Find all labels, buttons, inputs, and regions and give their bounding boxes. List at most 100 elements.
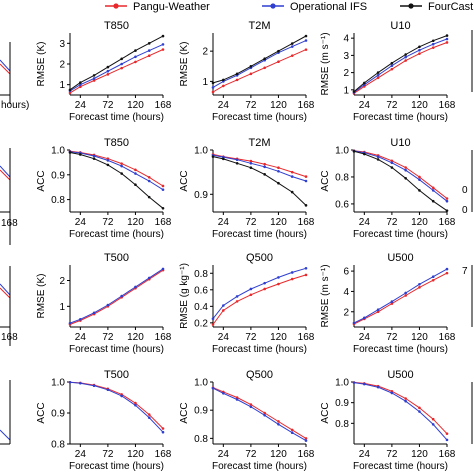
data-point <box>290 271 294 274</box>
x-tick-label: 72 <box>245 100 257 111</box>
data-point <box>134 403 137 407</box>
subplot-title: T2M <box>249 20 271 32</box>
data-point <box>431 46 435 49</box>
x-tick-label: 24 <box>359 449 371 460</box>
data-point <box>277 276 280 279</box>
subplot-title: T850 <box>104 137 129 149</box>
x-axis-label: Forecast time (hours) <box>69 112 164 123</box>
x-axis-label: Forecast time (hours) <box>212 229 307 240</box>
data-point <box>79 317 82 321</box>
x-axis-label: Forecast time (hours) <box>353 461 448 472</box>
series-line <box>69 150 164 187</box>
data-point <box>445 438 449 442</box>
legend: Pangu-Weather Operational IFS FourCastNet <box>105 1 474 13</box>
y-tick-label: 0.8 <box>335 419 349 430</box>
series-pangu-weather <box>68 381 165 430</box>
data-point <box>290 54 294 57</box>
series-line <box>69 49 164 94</box>
y-tick-label: 1.0 <box>335 146 349 157</box>
series-fourcastnet <box>352 34 449 93</box>
data-point <box>304 48 308 51</box>
data-point <box>390 302 394 305</box>
x-tick-label: 24 <box>75 449 87 460</box>
x-axis-label: Forecast time (hours) <box>69 461 164 472</box>
x-tick-label: 24 <box>359 217 371 228</box>
data-point <box>249 166 253 170</box>
data-point <box>235 161 239 165</box>
data-point <box>106 73 110 76</box>
y-tick-label: 0.6 <box>335 199 349 210</box>
data-point <box>431 39 435 43</box>
data-point <box>211 81 215 85</box>
series-operational-ifs <box>211 267 308 321</box>
data-point <box>431 189 435 192</box>
data-point <box>68 151 72 154</box>
data-point <box>390 67 394 71</box>
data-point <box>418 286 421 289</box>
subplot-title: U500 <box>387 369 413 381</box>
y-tick-label: 1.0 <box>194 146 208 157</box>
data-point <box>418 48 421 52</box>
x-tick-label: 72 <box>102 332 114 343</box>
x-tick-label: 72 <box>386 217 398 228</box>
data-point <box>404 177 407 180</box>
data-point <box>445 267 449 271</box>
series-line <box>69 151 164 191</box>
x-axis-label: Forecast time (hours) <box>353 229 448 240</box>
data-point <box>431 423 435 426</box>
data-point <box>147 179 151 183</box>
data-point <box>161 206 165 210</box>
series-line <box>353 272 448 325</box>
legend-swatch-dot <box>270 3 276 9</box>
x-tick-label: 168 <box>155 332 172 343</box>
series-pangu-weather <box>352 381 449 435</box>
x-tick-label: 120 <box>127 449 144 460</box>
x-tick-label: 168 <box>155 100 172 111</box>
series-operational-ifs <box>352 149 449 203</box>
x-tick-label: 24 <box>359 332 371 343</box>
data-point <box>161 188 165 191</box>
data-point <box>120 394 123 398</box>
y-tick-label: 4 <box>343 287 349 298</box>
data-point <box>249 161 253 165</box>
data-point <box>235 72 239 76</box>
y-tick-label: 1 <box>59 302 65 313</box>
data-point <box>68 321 72 325</box>
data-point <box>147 195 151 199</box>
legend-swatch-dot <box>113 3 119 9</box>
x-tick-label: 168 <box>298 449 315 460</box>
cropped-x-label: hours) <box>1 100 29 111</box>
x-tick-label: 168 <box>439 332 456 343</box>
data-point <box>404 166 407 169</box>
y-tick-label: 1.0 <box>335 378 349 389</box>
data-point <box>249 293 253 297</box>
data-point <box>431 199 435 203</box>
data-point <box>418 406 421 410</box>
data-point <box>431 42 435 46</box>
data-point <box>92 157 96 160</box>
data-point <box>304 437 308 440</box>
cropped-series-line <box>0 59 11 72</box>
data-point <box>376 76 380 80</box>
y-axis-label: ACC <box>320 170 331 191</box>
subplot-title: Q500 <box>246 252 273 264</box>
data-point <box>68 88 72 92</box>
y-tick-label: 0.2 <box>194 318 208 329</box>
data-point <box>418 178 421 181</box>
x-tick-label: 72 <box>386 449 398 460</box>
data-point <box>404 397 407 400</box>
data-point <box>106 65 110 69</box>
data-point <box>404 59 407 62</box>
data-point <box>290 190 294 194</box>
data-point <box>106 69 110 73</box>
data-point <box>418 52 421 55</box>
data-point <box>445 34 449 37</box>
data-point <box>147 49 151 52</box>
data-point <box>418 175 421 179</box>
data-point <box>211 386 215 390</box>
data-point <box>235 158 239 162</box>
data-point <box>418 45 421 49</box>
